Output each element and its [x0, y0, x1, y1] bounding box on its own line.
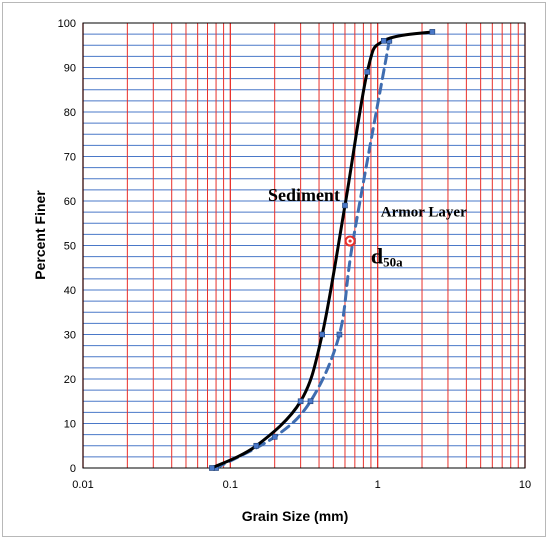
sediment-data-point: [297, 398, 304, 405]
horizontal-gridlines: [83, 22, 525, 469]
x-tick-label: 0.01: [72, 479, 93, 491]
x-axis-title: Grain Size (mm): [242, 508, 349, 524]
x-tick-label: 10: [519, 479, 531, 491]
sediment-annotation: Sediment: [268, 185, 340, 205]
y-tick-label: 10: [64, 419, 76, 431]
y-tick-label: 90: [64, 63, 76, 75]
sediment-series-line: [210, 30, 434, 470]
x-tick-label: 0.1: [223, 479, 238, 491]
sediment-data-point: [209, 465, 215, 471]
tick-labels: 0 10 20 30 40 50 60 70 80 90 100 0.01 0.1 1 10: [58, 18, 531, 491]
y-tick-label: 50: [64, 241, 76, 253]
annotations: Sediment Armor Layer d50a: [268, 185, 467, 269]
grain-size-chart: 0 10 20 30 40 50 60 70 80 90 100 0.01 0.1 1 10 Sedimen…: [32, 18, 531, 524]
y-tick-label: 0: [70, 463, 76, 475]
armor-layer-data-point: [271, 434, 278, 440]
plot-frame: [82, 22, 526, 469]
armor-layer-data-point: [307, 398, 314, 405]
x-tick-label: 1: [375, 479, 381, 491]
y-tick-label: 100: [58, 18, 76, 30]
y-axis-title: Percent Finer: [32, 190, 48, 280]
sediment-data-point: [253, 442, 260, 449]
sediment-data-point: [342, 202, 348, 209]
sediment-data-point: [380, 37, 387, 44]
armor-layer-annotation: Armor Layer: [381, 205, 467, 221]
d50a-label-main: d: [371, 243, 383, 268]
d50a-label-subscript: 50a: [383, 254, 403, 269]
y-tick-label: 40: [64, 285, 76, 297]
d50a-marker-center: [348, 239, 352, 243]
chart-figure: 0 10 20 30 40 50 60 70 80 90 100 0.01 0.1 1 10 Sedimen…: [2, 2, 546, 537]
sediment-data-point: [319, 331, 325, 338]
sediment-data-point: [364, 69, 371, 75]
y-tick-label: 60: [64, 196, 76, 208]
y-tick-label: 30: [64, 330, 76, 342]
series-layer: [209, 29, 436, 471]
armor-layer-data-point: [336, 331, 343, 338]
y-tick-label: 20: [64, 374, 76, 386]
sediment-data-point: [429, 29, 436, 35]
y-tick-label: 80: [64, 107, 76, 119]
d50a-label: d50a: [371, 243, 403, 269]
y-tick-label: 70: [64, 152, 76, 164]
